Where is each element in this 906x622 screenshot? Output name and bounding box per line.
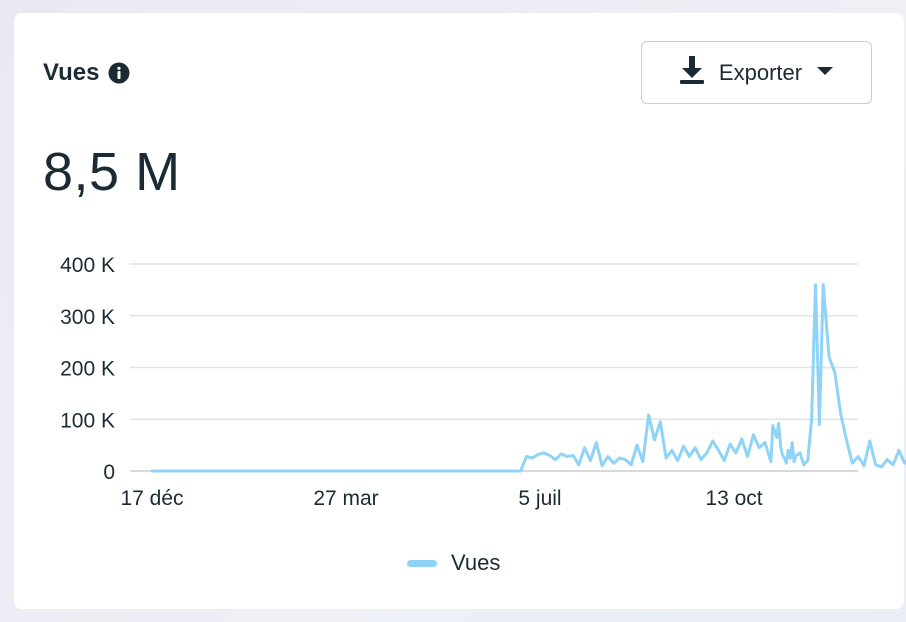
y-tick-label: 0: [103, 461, 115, 484]
grid-layer: [130, 263, 858, 472]
views-card: Vues Exporter 8,5 M Vues: [14, 13, 904, 609]
x-tick-label: 13 oct: [705, 487, 762, 510]
title-row: Vues: [43, 59, 130, 87]
y-tick-label: 300 K: [60, 306, 115, 329]
x-axis: 17 déc 27 mar 5 juil 13 oct: [120, 487, 762, 510]
legend-label: Vues: [451, 550, 501, 575]
export-label: Exporter: [718, 59, 803, 85]
x-tick-label: 27 mar: [313, 487, 378, 510]
caret-down-icon: [816, 64, 834, 82]
card-title: Vues: [43, 59, 100, 86]
info-icon[interactable]: [108, 62, 130, 84]
y-axis: 0 100 K 200 K 300 K 400 K: [60, 254, 115, 484]
total-views-value: 8,5 M: [43, 142, 181, 202]
download-icon: [679, 55, 705, 90]
chart-legend[interactable]: Vues: [407, 550, 500, 576]
x-tick-label: 17 déc: [120, 487, 183, 510]
y-tick-label: 100 K: [60, 409, 115, 432]
series-layer: [150, 283, 906, 473]
legend-swatch: [407, 559, 437, 567]
x-tick-label: 5 juil: [518, 487, 561, 510]
export-button[interactable]: Exporter: [641, 41, 872, 104]
series-line-vues[interactable]: [150, 283, 906, 473]
y-tick-label: 200 K: [60, 358, 115, 381]
y-tick-label: 400 K: [60, 254, 115, 277]
